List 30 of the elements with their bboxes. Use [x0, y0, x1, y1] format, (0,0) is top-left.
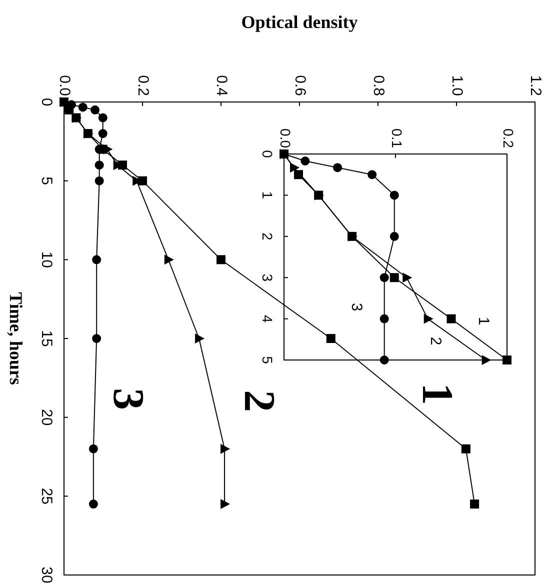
x-tick-label: 0.6 [292, 75, 309, 96]
x-tick-label: 0.8 [370, 75, 388, 96]
annotation: 1 [475, 316, 492, 326]
x-tick-label: 0.0 [56, 75, 74, 96]
annotation: 3 [104, 388, 153, 410]
y-tick-label: 1 [259, 191, 276, 200]
x-tick-label: 0.1 [388, 128, 405, 148]
y-tick-label: 10 [38, 251, 56, 268]
y-tick-label: 5 [38, 176, 56, 186]
y-tick-label: 3 [259, 274, 276, 282]
x-tick-label: 1.0 [448, 75, 466, 96]
annotation: 2 [427, 336, 444, 346]
y-tick-label: 2 [259, 232, 276, 240]
x-tick-label: 1.2 [527, 75, 544, 96]
y-tick-label: 20 [38, 408, 56, 426]
x-tick-label: 0.0 [277, 128, 294, 148]
y-tick-label: 25 [38, 488, 56, 505]
y-tick-label: 30 [38, 566, 56, 584]
y-tick-label: 0 [38, 98, 56, 106]
y-tick-label: 15 [38, 330, 56, 347]
y-tick-label: 0 [259, 150, 276, 158]
y-tick-label: 4 [259, 314, 276, 323]
y-tick-label: 5 [259, 356, 276, 364]
annotation: 1 [412, 383, 462, 405]
x-tick-label: 0.2 [134, 75, 152, 96]
x-axis-title: Optical density [241, 12, 358, 32]
annotation: 3 [348, 302, 366, 312]
x-tick-label: 0.2 [500, 128, 516, 148]
y-axis-title: Time, hours [6, 292, 26, 385]
x-tick-label: 0.4 [213, 75, 230, 96]
